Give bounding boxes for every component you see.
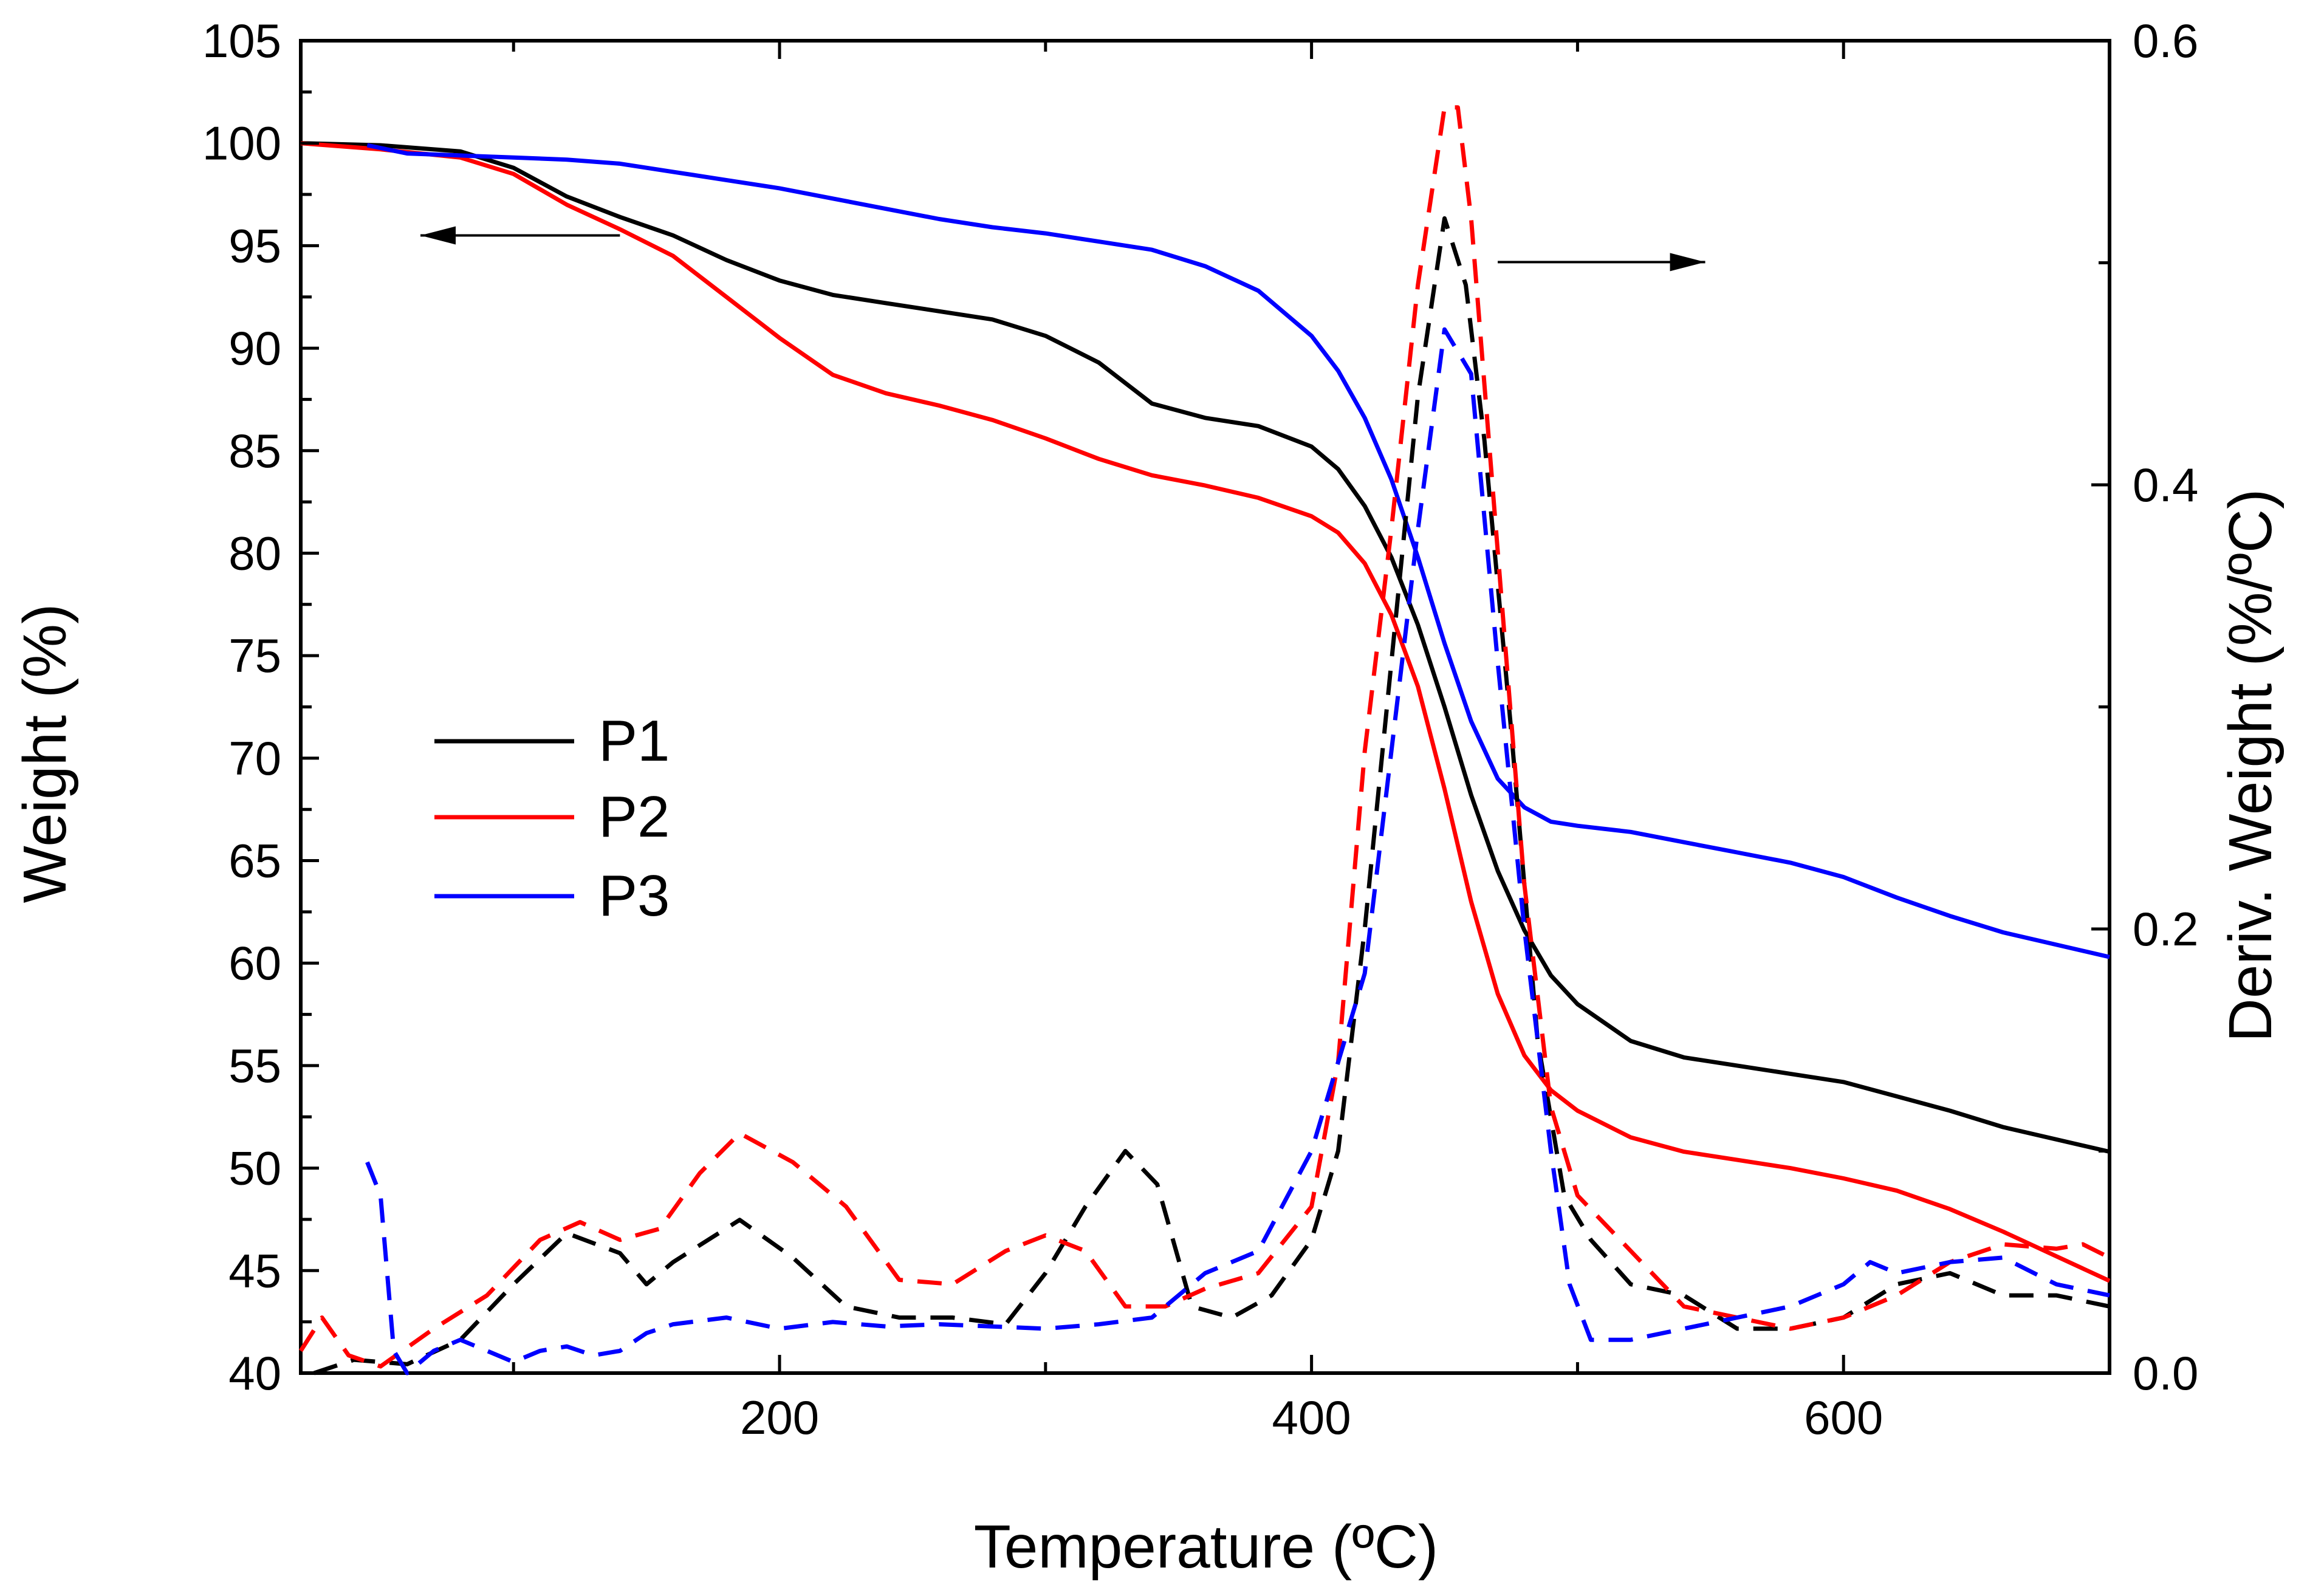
- y-axis-title: Weight (%): [11, 604, 79, 903]
- legend-label-p1: P1: [598, 708, 670, 773]
- y-tick-label: 100: [202, 117, 281, 170]
- y-tick-label: 65: [228, 834, 281, 888]
- plot-frame: [299, 39, 2111, 1375]
- annotation-layer: [420, 226, 1705, 272]
- series-p2-derivative-line: [299, 105, 2111, 1369]
- x-tick-label: 600: [1804, 1391, 1883, 1444]
- y-tick-label: 70: [228, 732, 281, 785]
- y2-tick-label: 0.2: [2133, 902, 2198, 956]
- arrow-right-head: [1670, 253, 1705, 272]
- y-tick-label: 90: [228, 321, 281, 375]
- y2-axis-title: Deriv. Weight (%/ºC): [2216, 489, 2285, 1043]
- y-tick-label: 105: [202, 14, 281, 67]
- y-tick-label: 85: [228, 424, 281, 478]
- legend: P1 P2 P3: [434, 708, 670, 928]
- x-tick-label: 400: [1272, 1391, 1351, 1444]
- y-tick-label: 40: [228, 1346, 281, 1400]
- y-tick-label: 80: [228, 526, 281, 580]
- y-tick-label: 75: [228, 629, 281, 682]
- y-tick-label: 45: [228, 1244, 281, 1297]
- y2-tick-label: 0.0: [2133, 1346, 2198, 1400]
- series-p1-derivative-line: [313, 216, 2110, 1376]
- x-tick-label: 200: [740, 1391, 819, 1444]
- series-p3-weight-line: [366, 143, 2110, 959]
- y2-tick-label: 0.4: [2133, 458, 2198, 512]
- x-axis-title: Temperature (ºC): [974, 1513, 1439, 1581]
- arrow-left-head: [420, 226, 456, 245]
- y2-tick-label: 0.6: [2133, 14, 2198, 67]
- y-tick-label: 60: [228, 936, 281, 990]
- y-tick-label: 95: [228, 219, 281, 272]
- series-p1-weight-line: [300, 141, 2110, 1154]
- series-p3-derivative-line: [365, 327, 2110, 1376]
- legend-label-p3: P3: [598, 863, 670, 928]
- axes-layer: 40 45 50 55 60 65 70 75 80 85 90 95 100 105 0.0 0.2 0.4 0…: [202, 14, 2199, 1444]
- legend-label-p2: P2: [598, 784, 670, 849]
- series-p2-weight-line: [300, 141, 2111, 1283]
- y-tick-label: 55: [228, 1039, 281, 1092]
- plot-border: [299, 39, 2111, 1375]
- series-layer: [299, 105, 2111, 1376]
- y-tick-label: 50: [228, 1142, 281, 1195]
